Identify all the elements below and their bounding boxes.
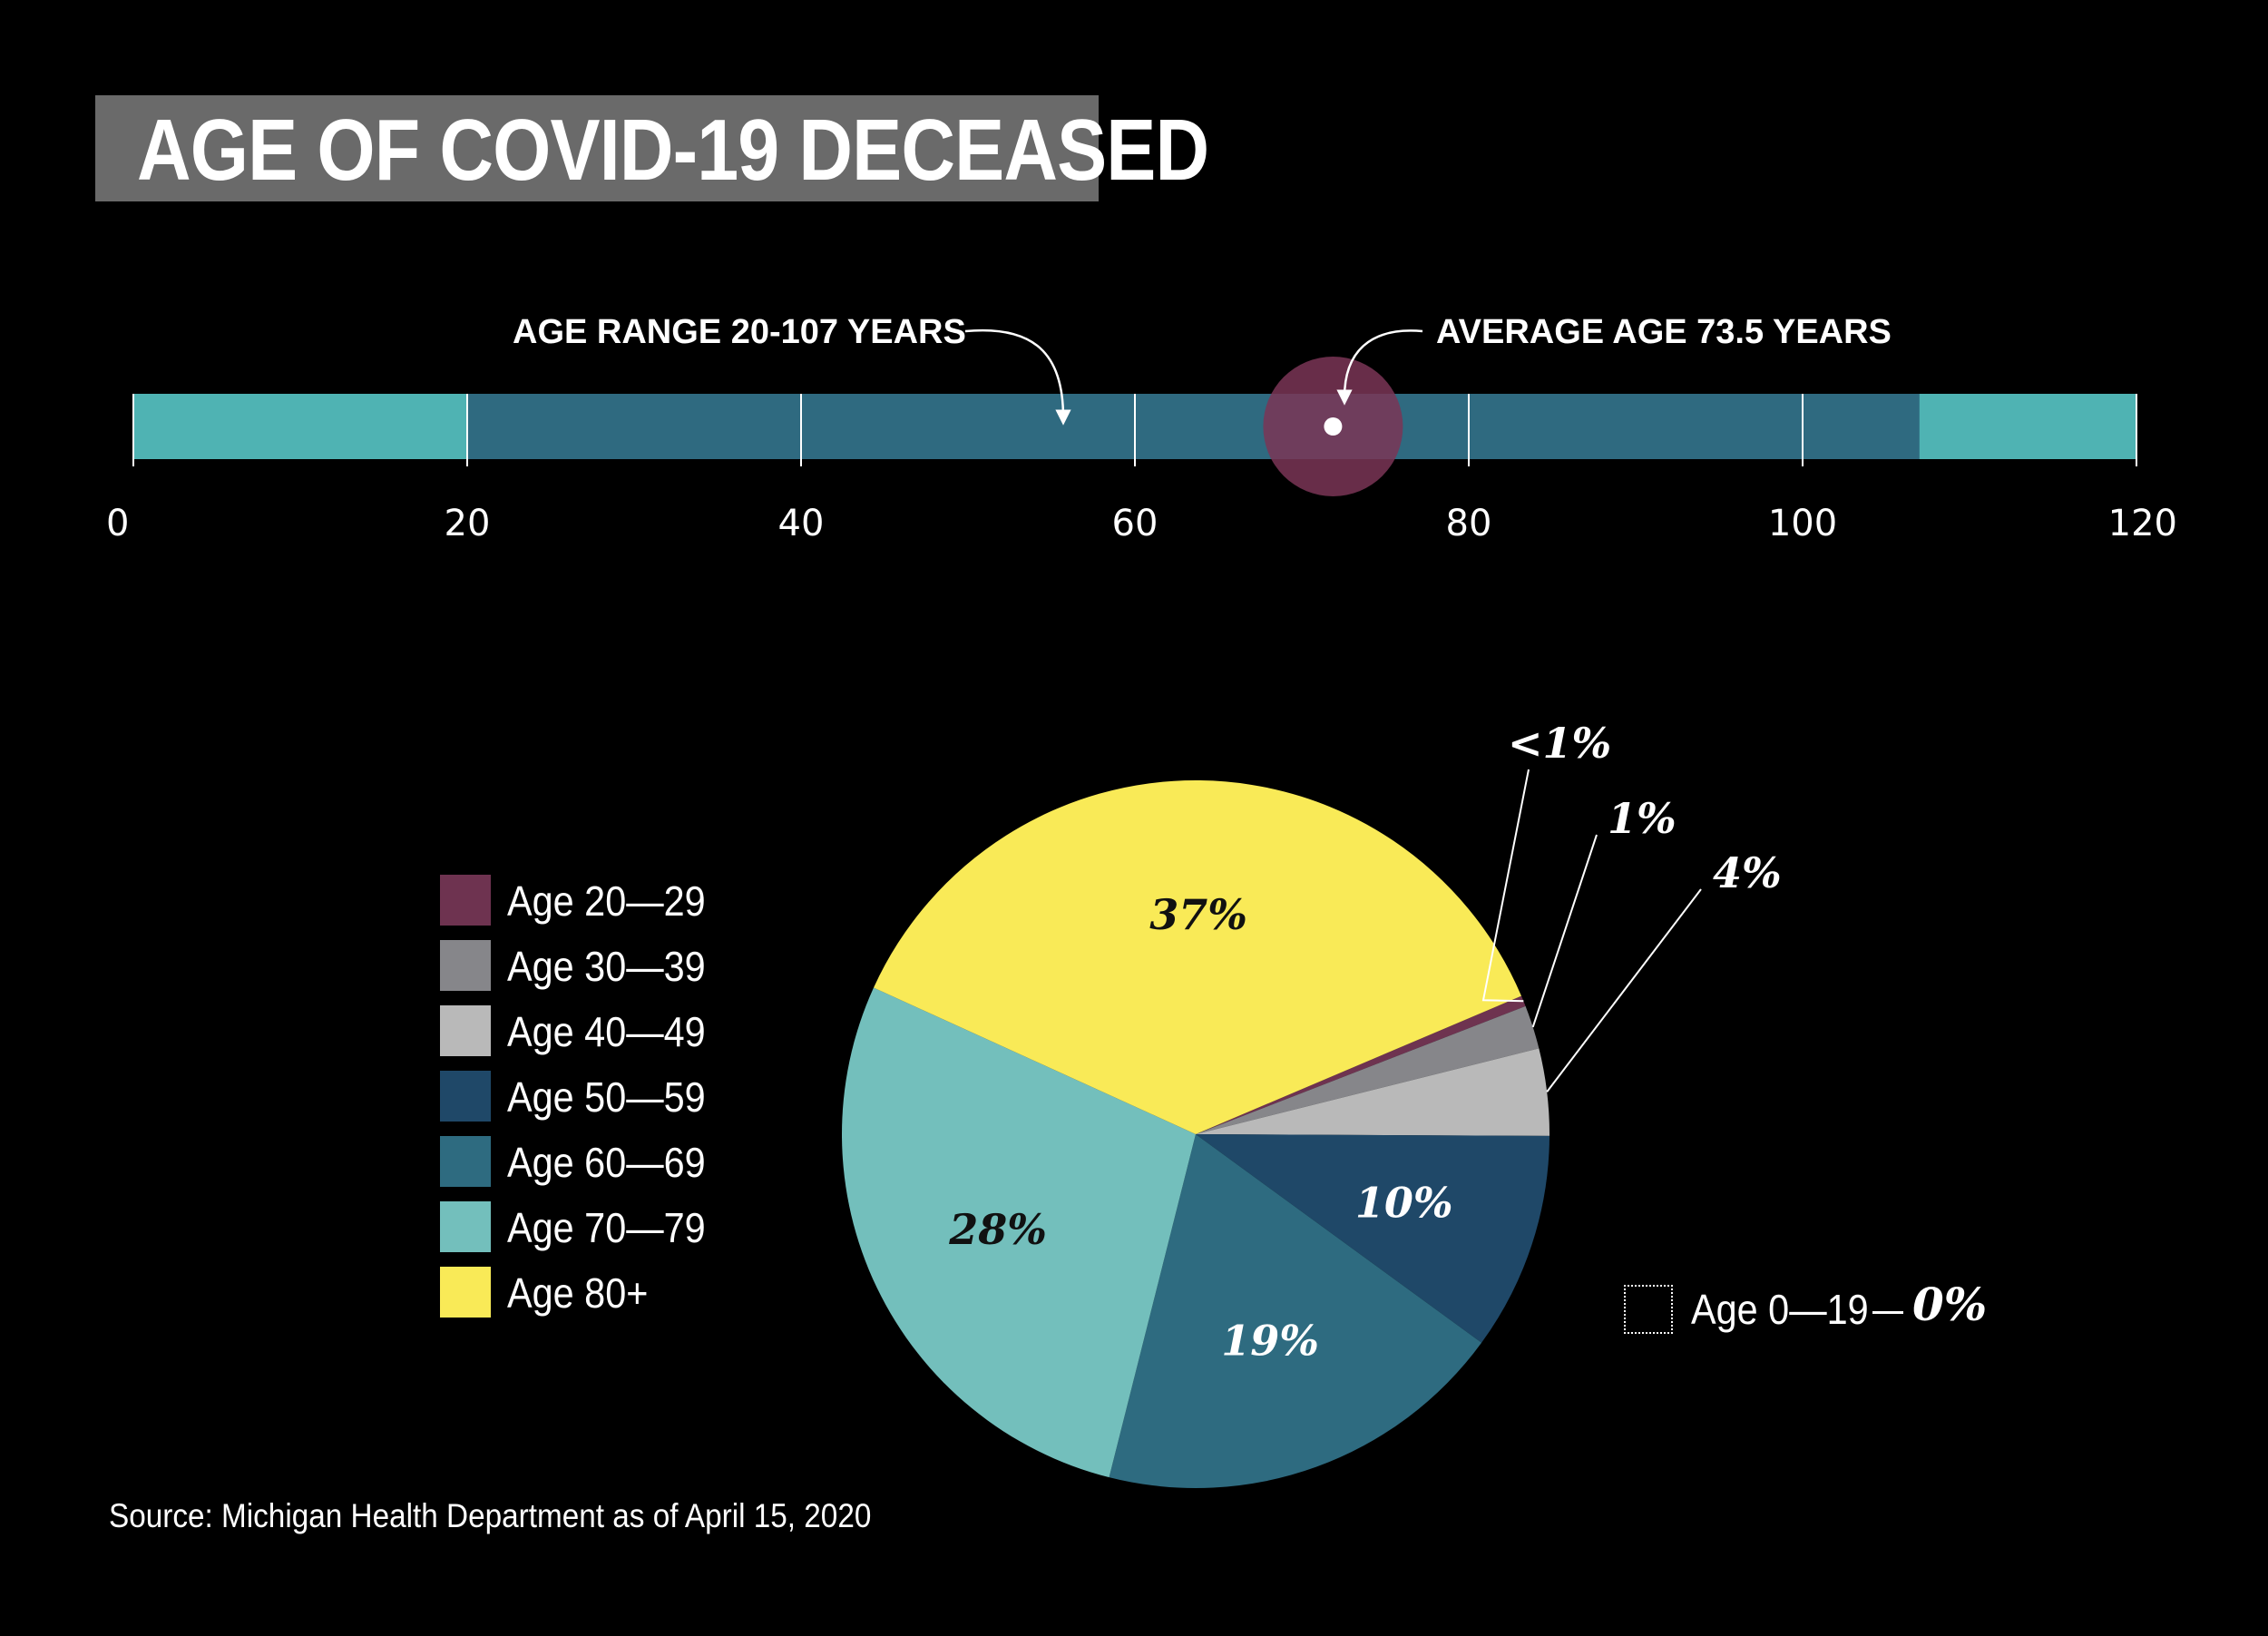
legend-swatch (440, 875, 491, 926)
legend-swatch (440, 1005, 491, 1056)
legend-swatch (440, 940, 491, 991)
legend-swatch (440, 1201, 491, 1252)
age-range-bar (467, 394, 1920, 459)
slice-label: 10% (1355, 1178, 1453, 1227)
age-range-annotation: AGE RANGE 20-107 YEARS (513, 313, 966, 351)
average-age-annotation: AVERAGE AGE 73.5 YEARS (1436, 313, 1892, 351)
tick-label: 0 (106, 503, 129, 544)
title-box: AGE OF COVID-19 DECEASED (95, 95, 1209, 201)
slice-label: 4% (1713, 848, 1782, 897)
average-age-dot (1324, 417, 1343, 436)
source-note: Source: Michigan Health Department as of… (109, 1497, 872, 1534)
pie-slice (1109, 1134, 1482, 1488)
age-range-arrow (964, 328, 1071, 426)
tick-label: 60 (1112, 503, 1158, 544)
slice-label: 28% (948, 1205, 1047, 1254)
pie-slice (1196, 1134, 1549, 1343)
pie-slice (1196, 995, 1526, 1134)
pie-slice (841, 987, 1196, 1478)
slice-label: 37% (1149, 890, 1247, 939)
slice-label: <1% (1508, 719, 1611, 768)
legend-label: Age 30—39 (507, 943, 706, 990)
legend-label: Age 70—79 (507, 1204, 706, 1251)
age-0-19-value: 0% (1912, 1278, 1988, 1331)
tick-label: 80 (1446, 503, 1492, 544)
tick-label: 20 (445, 503, 491, 544)
legend-swatch (440, 1071, 491, 1122)
pie-slice (874, 780, 1521, 1134)
legend-label: Age 40—49 (507, 1008, 706, 1055)
legend-label: Age 50—59 (507, 1073, 706, 1121)
dash-separator (1872, 1311, 1903, 1314)
chart-title: AGE OF COVID-19 DECEASED (137, 102, 1209, 199)
slice-label: 19% (1221, 1316, 1319, 1365)
age-0-19-label: Age 0—19 (1691, 1286, 1869, 1333)
age-range-chart: 0 20 40 60 80 100 120 AGE RANGE 20-107 YEARS A… (106, 313, 2177, 544)
legend-label: Age 60—69 (507, 1139, 706, 1186)
pie-slice (1196, 1005, 1540, 1134)
callout-line (1531, 834, 1598, 1028)
pie-slice (1196, 1048, 1550, 1136)
legend-swatch (440, 1136, 491, 1187)
slice-label: 1% (1608, 794, 1677, 843)
legend-label: Age 20—29 (507, 877, 706, 925)
callout-line (1481, 769, 1530, 1003)
legend-label: Age 80+ (507, 1269, 649, 1317)
tick-label: 100 (1768, 503, 1837, 544)
callout-line (1546, 888, 1702, 1092)
tick-label: 40 (778, 503, 825, 544)
legend-swatch-empty (1624, 1285, 1673, 1334)
legend-swatch (440, 1267, 491, 1318)
tick-label: 120 (2108, 503, 2177, 544)
average-age-arrow (1336, 329, 1423, 406)
